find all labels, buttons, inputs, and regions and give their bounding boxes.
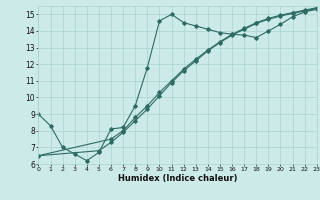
X-axis label: Humidex (Indice chaleur): Humidex (Indice chaleur) xyxy=(118,174,237,183)
